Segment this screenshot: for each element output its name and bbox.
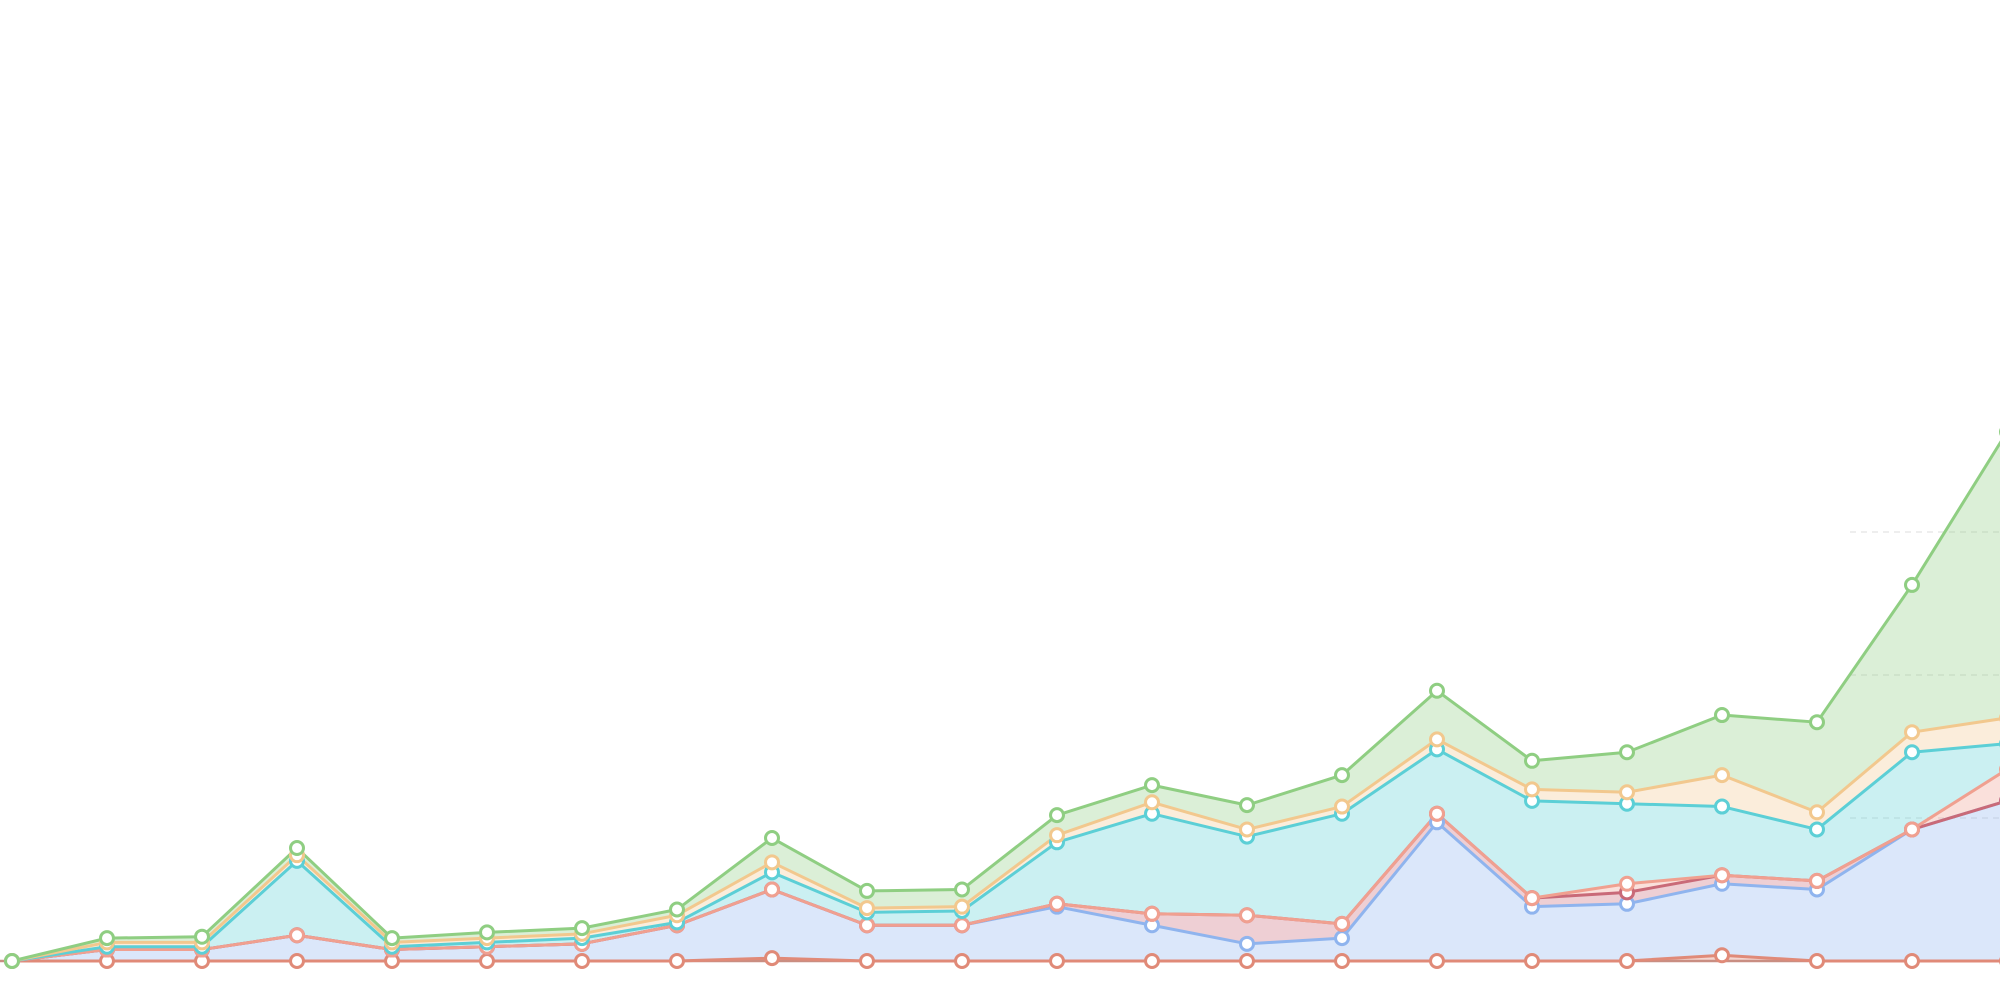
series-1-point-17[interactable] [1524, 953, 1540, 969]
series-6-point-18[interactable] [1619, 784, 1635, 801]
series-7-point-14[interactable] [1239, 797, 1255, 814]
series-1-point-18[interactable] [1619, 953, 1635, 969]
series-6-point-19[interactable] [1714, 767, 1730, 784]
series-6-area [12, 718, 2000, 961]
series-2-area [12, 802, 2000, 961]
series-lines [11, 440, 2000, 963]
series-1-point-7[interactable] [574, 953, 590, 969]
series-2-point-14[interactable] [1239, 935, 1255, 952]
series-7-line [11, 440, 2000, 963]
series-4-point-16[interactable] [1429, 805, 1445, 822]
series-6-point-11[interactable] [954, 898, 970, 915]
series-4-point-19[interactable] [1714, 867, 1730, 884]
series-1-point-19[interactable] [1714, 947, 1730, 964]
series-1-point-6[interactable] [479, 953, 495, 969]
series-4-point-10[interactable] [859, 917, 875, 934]
series-1-line [12, 953, 2000, 963]
series-4-point-18[interactable] [1619, 875, 1635, 892]
series-points [4, 428, 2000, 969]
series-1-point-11[interactable] [954, 953, 970, 969]
series-7-point-10[interactable] [859, 882, 875, 899]
series-1-point-10[interactable] [859, 953, 875, 969]
series-1-point-15[interactable] [1334, 953, 1350, 969]
gridlines [1850, 531, 2000, 819]
series-4-point-15[interactable] [1334, 915, 1350, 932]
series-7-point-3[interactable] [194, 928, 210, 945]
series-7-point-21[interactable] [1904, 576, 1920, 593]
series-1-point-9[interactable] [764, 950, 780, 967]
series-7-point-5[interactable] [384, 930, 400, 947]
series-4-point-20[interactable] [1809, 872, 1825, 889]
series-6-line [11, 717, 2000, 963]
series-4-point-13[interactable] [1144, 905, 1160, 922]
series-1-point-21[interactable] [1904, 953, 1920, 969]
series-5-point-21[interactable] [1904, 744, 1920, 761]
series-1-point-14[interactable] [1239, 953, 1255, 969]
series-6-point-16[interactable] [1429, 731, 1445, 748]
series-6-point-14[interactable] [1239, 821, 1255, 838]
series-4-point-12[interactable] [1049, 895, 1065, 912]
series-7-point-6[interactable] [479, 924, 495, 941]
series-1-point-20[interactable] [1809, 953, 1825, 969]
series-4-line [11, 772, 2000, 963]
series-6-point-9[interactable] [764, 854, 780, 871]
series-7-point-15[interactable] [1334, 767, 1350, 784]
series-4-point-11[interactable] [954, 917, 970, 934]
series-7-point-8[interactable] [669, 901, 685, 918]
series-7-area [12, 443, 2000, 961]
series-7-point-2[interactable] [99, 930, 115, 947]
series-1-point-13[interactable] [1144, 953, 1160, 969]
series-1-point-16[interactable] [1429, 953, 1445, 969]
series-5-point-19[interactable] [1714, 798, 1730, 815]
series-4-point-4[interactable] [289, 927, 305, 944]
series-6-point-15[interactable] [1334, 798, 1350, 815]
series-7-point-9[interactable] [764, 830, 780, 847]
series-6-point-21[interactable] [1904, 724, 1920, 741]
series-7-point-1[interactable] [4, 953, 20, 969]
series-7-point-7[interactable] [574, 920, 590, 937]
series-6-point-12[interactable] [1049, 827, 1065, 844]
series-7-point-16[interactable] [1429, 682, 1445, 699]
series-5-point-20[interactable] [1809, 821, 1825, 838]
series-6-point-13[interactable] [1144, 794, 1160, 811]
series-1-point-8[interactable] [669, 953, 685, 969]
series-5-line [11, 742, 2000, 963]
series-4-point-21[interactable] [1904, 821, 1920, 838]
series-4-point-9[interactable] [764, 881, 780, 898]
series-7-point-17[interactable] [1524, 752, 1540, 769]
series-4-point-17[interactable] [1524, 890, 1540, 907]
series-7-point-18[interactable] [1619, 744, 1635, 761]
series-7-point-19[interactable] [1714, 707, 1730, 724]
series-7-point-13[interactable] [1144, 777, 1160, 794]
series-2-point-15[interactable] [1334, 930, 1350, 947]
series-7-point-20[interactable] [1809, 714, 1825, 731]
series-5-area [12, 744, 2000, 961]
series-6-point-17[interactable] [1524, 781, 1540, 798]
series-6-point-20[interactable] [1809, 804, 1825, 821]
series-7-point-12[interactable] [1049, 807, 1065, 824]
series-7-point-4[interactable] [289, 840, 305, 857]
series-1-point-12[interactable] [1049, 953, 1065, 969]
series-4-point-14[interactable] [1239, 907, 1255, 924]
series-6-point-10[interactable] [859, 900, 875, 917]
series-areas [0, 443, 2000, 963]
series-1-point-4[interactable] [289, 953, 305, 969]
series-7-point-11[interactable] [954, 881, 970, 898]
